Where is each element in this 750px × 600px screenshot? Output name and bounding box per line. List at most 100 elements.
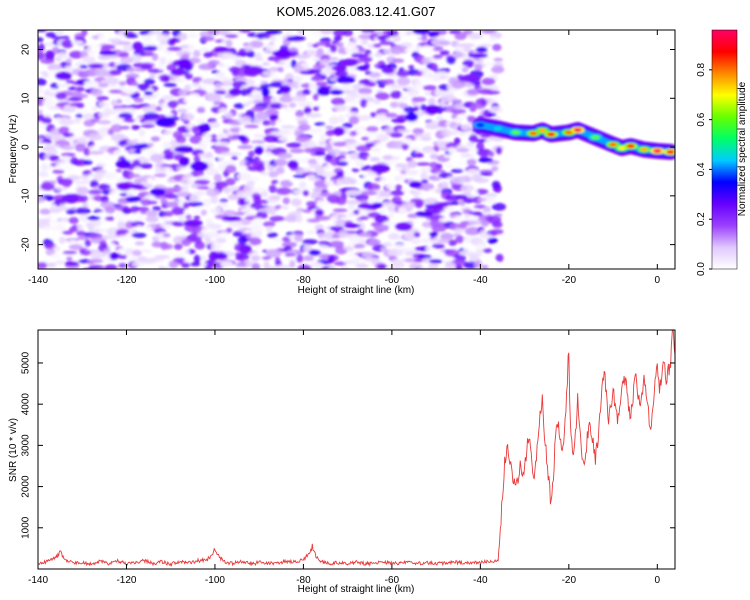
noise-blob — [443, 206, 456, 211]
noise-blob — [147, 200, 158, 205]
noise-blob — [308, 127, 324, 134]
noise-blob — [417, 254, 433, 260]
noise-blob — [267, 165, 276, 172]
noise-blob — [182, 133, 192, 138]
colorbar-label: Normalized spectral amplitude — [737, 81, 748, 216]
colorbar-tick-label: 0.2 — [696, 212, 707, 226]
noise-blob — [88, 133, 104, 141]
noise-blob — [38, 195, 46, 204]
noise-blob — [218, 107, 228, 114]
noise-blob — [460, 124, 471, 131]
noise-blob — [295, 214, 303, 223]
noise-blob — [122, 170, 135, 180]
noise-blob — [261, 256, 272, 260]
signal-peak — [591, 135, 600, 140]
noise-blob — [370, 157, 381, 162]
noise-blob — [187, 201, 204, 207]
noise-blob — [253, 245, 262, 250]
noise-blob — [261, 191, 268, 198]
noise-blob — [105, 264, 118, 269]
noise-blob — [351, 168, 360, 173]
noise-blob — [339, 135, 351, 140]
noise-blob — [246, 51, 256, 58]
noise-blob — [404, 48, 415, 52]
noise-peak-blob — [357, 203, 375, 210]
noise-blob — [423, 132, 432, 137]
noise-blob — [40, 58, 55, 65]
noise-peak-blob — [333, 126, 345, 136]
noise-blob — [328, 148, 342, 156]
noise-blob — [289, 260, 296, 268]
noise-blob — [38, 137, 44, 145]
noise-peak-blob — [468, 53, 488, 59]
noise-blob — [201, 36, 215, 42]
noise-blob — [475, 188, 489, 195]
noise-peak-blob — [370, 164, 390, 173]
noise-blob — [193, 215, 201, 221]
noise-blob — [361, 136, 370, 141]
noise-blob — [407, 146, 421, 152]
noise-blob — [231, 155, 238, 161]
noise-blob — [378, 82, 386, 89]
noise-blob — [366, 97, 375, 103]
noise-blob — [316, 199, 325, 209]
noise-blob — [143, 78, 156, 85]
noise-blob — [104, 77, 120, 85]
noise-blob — [342, 266, 352, 269]
noise-blob — [351, 99, 362, 105]
colorbar: 0.0 0.2 0.4 0.6 0.8 Normalized spectral ampl… — [696, 29, 748, 276]
noise-blob — [159, 56, 167, 66]
noise-blob — [214, 90, 227, 95]
noise-blob — [206, 93, 223, 103]
noise-blob — [310, 261, 323, 268]
noise-blob — [193, 254, 201, 264]
noise-blob — [262, 221, 277, 228]
noise-blob — [210, 138, 219, 143]
noise-blob — [162, 141, 171, 150]
noise-blob — [108, 89, 123, 94]
spectrogram-y-ticks: -20 -10 0 10 20 — [21, 44, 675, 252]
noise-blob — [375, 92, 390, 101]
noise-blob — [329, 44, 337, 53]
noise-peak-blob — [308, 249, 321, 256]
noise-blob — [98, 82, 109, 88]
noise-blob — [182, 202, 190, 210]
noise-blob — [435, 115, 443, 121]
noise-blob — [339, 151, 348, 156]
noise-blob — [237, 165, 249, 173]
noise-blob — [407, 88, 420, 97]
y-tick-label: 5000 — [21, 351, 32, 374]
noise-blob — [297, 264, 312, 269]
noise-blob — [111, 40, 122, 46]
signal-peak — [653, 148, 662, 153]
noise-blob — [284, 252, 297, 257]
noise-blob — [397, 77, 411, 86]
noise-blob — [218, 62, 225, 68]
noise-peak-blob — [287, 160, 299, 169]
noise-blob — [462, 47, 472, 52]
noise-blob — [144, 246, 157, 251]
noise-blob — [117, 254, 128, 260]
snr-series-line — [38, 330, 675, 567]
noise-blob — [98, 183, 111, 191]
noise-blob — [320, 70, 334, 75]
noise-peak-blob — [427, 30, 440, 38]
snr-x-axis-label: Height of straight line (km) — [298, 584, 415, 595]
noise-blob — [325, 125, 334, 130]
noise-blob — [181, 112, 195, 121]
noise-blob — [473, 260, 483, 269]
noise-blob — [314, 150, 326, 157]
noise-blob — [152, 206, 162, 211]
noise-blob — [123, 118, 137, 123]
noise-blob — [183, 248, 190, 256]
noise-blob — [83, 159, 93, 165]
noise-blob — [392, 243, 407, 249]
noise-blob — [274, 158, 288, 167]
noise-peak-blob — [341, 58, 359, 67]
noise-blob — [90, 251, 104, 260]
noise-blob — [249, 40, 264, 49]
noise-blob — [139, 63, 153, 70]
noise-blob — [479, 43, 493, 48]
noise-blob — [77, 235, 90, 241]
noise-blob — [337, 54, 345, 59]
